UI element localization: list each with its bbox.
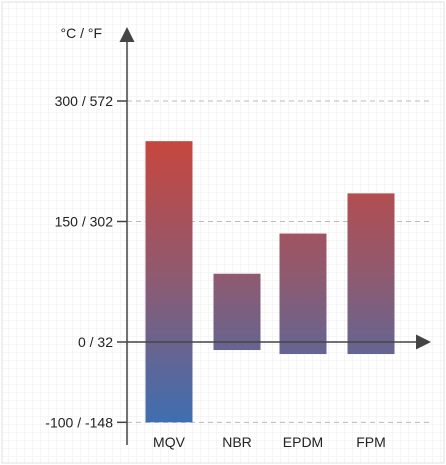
y-tick-labels: -100 / -148 0 / 32 150 / 302 300 / 572 (45, 93, 127, 430)
x-category-label: FPM (356, 434, 386, 450)
y-tick-label: -100 / -148 (45, 414, 113, 430)
bar-epdm (279, 233, 327, 355)
y-tick-label: 0 / 32 (78, 334, 113, 350)
x-category-label: EPDM (283, 434, 323, 450)
bars-group (145, 141, 395, 423)
y-tick-label: 300 / 572 (55, 93, 114, 109)
y-unit-label: °C / °F (60, 25, 102, 41)
y-tick-label: 150 / 302 (55, 214, 114, 230)
x-category-label: NBR (222, 434, 252, 450)
bar-nbr (213, 273, 261, 351)
x-category-labels: MQV NBR EPDM FPM (153, 434, 386, 450)
bar-mqv (145, 141, 193, 423)
x-category-label: MQV (153, 434, 186, 450)
bar-fpm (347, 193, 395, 355)
